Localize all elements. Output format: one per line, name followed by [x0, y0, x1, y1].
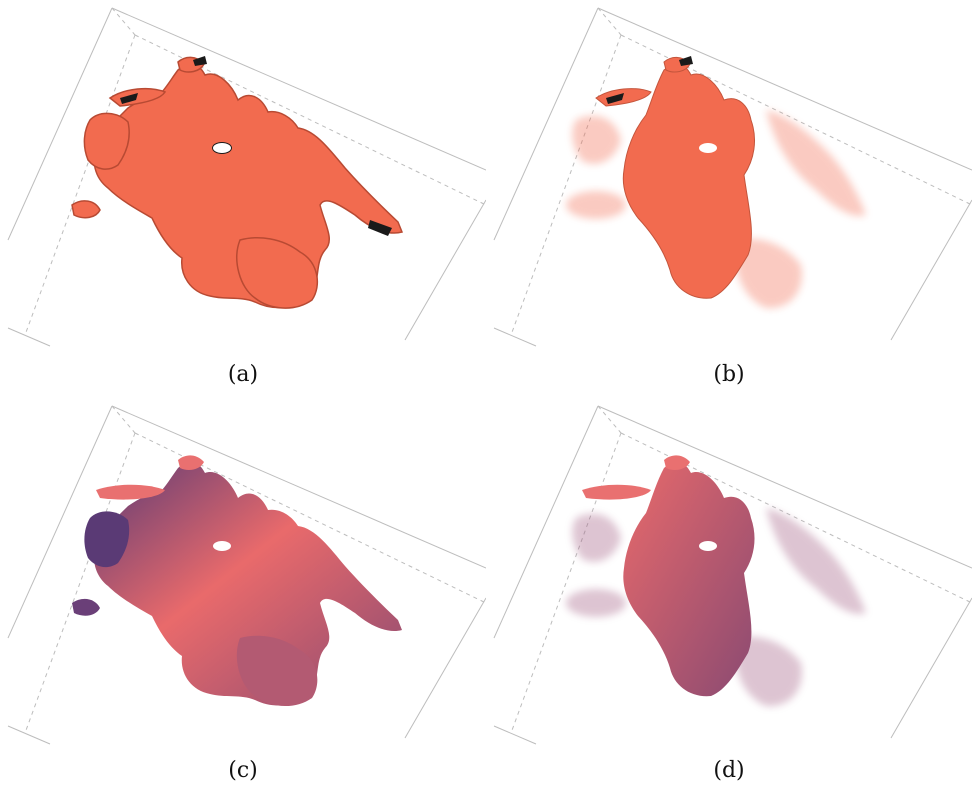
panel-d: (d)	[486, 398, 972, 796]
render-c	[7, 405, 486, 745]
translucent-parts-d	[566, 508, 866, 707]
heart-surface-d	[582, 455, 755, 697]
shadow-edges-b	[606, 56, 693, 104]
panel-c: (c)	[0, 398, 486, 796]
heart-surface-a	[71, 56, 404, 309]
heart-surface-b	[595, 56, 755, 299]
caption-a: (a)	[227, 362, 259, 387]
panel-b: (b)	[486, 0, 972, 398]
caption-b: (b)	[713, 362, 745, 387]
render-b	[493, 7, 972, 347]
caption-c: (c)	[228, 758, 258, 783]
hole-a	[213, 143, 231, 153]
render-d	[493, 405, 972, 745]
translucent-parts-b	[566, 110, 866, 309]
render-a	[7, 7, 486, 347]
hole-b	[699, 143, 717, 153]
panel-a: (a)	[0, 0, 486, 398]
caption-d: (d)	[713, 758, 745, 783]
heart-surface-c	[72, 455, 402, 707]
hole-d	[699, 541, 717, 551]
hole-c	[213, 541, 231, 551]
